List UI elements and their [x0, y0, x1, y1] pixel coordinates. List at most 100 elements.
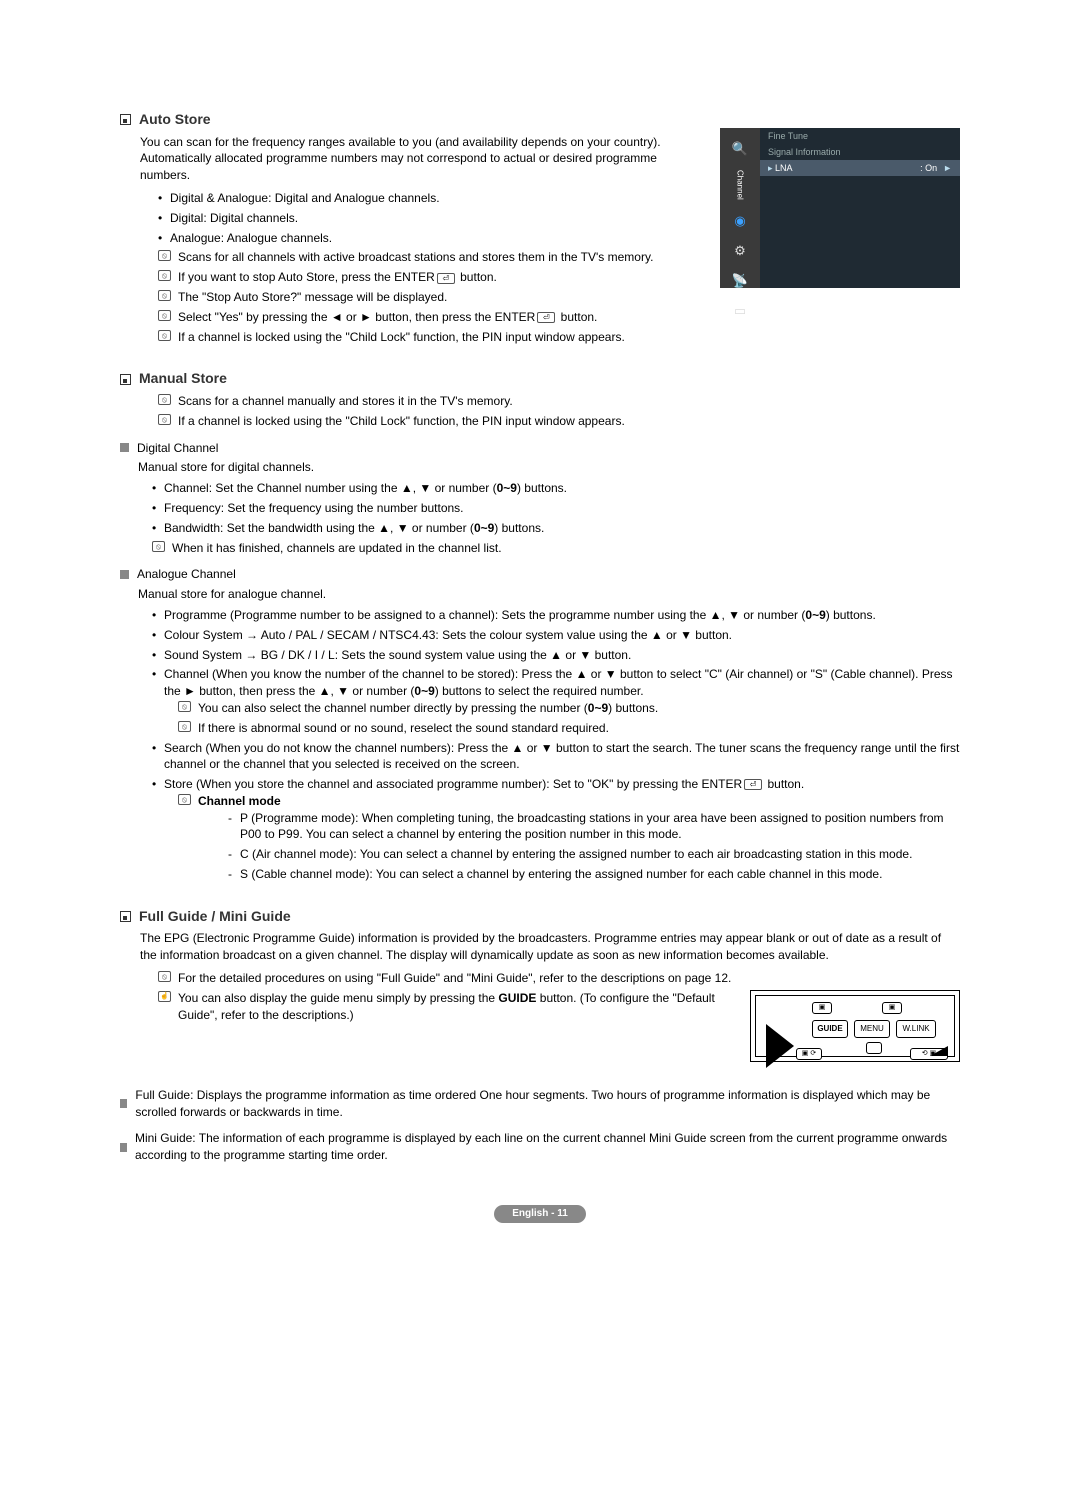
bullet-list: Programme (Programme number to be assign… — [152, 607, 960, 883]
note-item: ⦸Select "Yes" by pressing the ◄ or ► but… — [158, 309, 960, 326]
note-icon: ⦸ — [158, 394, 171, 405]
title-text: Manual Store — [139, 369, 227, 389]
note-list: ⦸For the detailed procedures on using "F… — [158, 970, 960, 1062]
subhead-text: Digital Channel — [137, 440, 218, 457]
wedge-icon — [766, 1024, 794, 1068]
square-bullet-icon — [120, 443, 129, 452]
enter-icon: ⏎ — [437, 273, 455, 284]
note-item: ⦸Scans for a channel manually and stores… — [158, 393, 960, 410]
checkbox-icon — [120, 911, 131, 922]
remote-small-button: ▣ — [882, 1002, 902, 1014]
list-item: Colour System → Auto / PAL / SECAM / NTS… — [152, 627, 960, 644]
title-text: Auto Store — [139, 110, 211, 130]
note-item: ⦸Channel mode P (Programme mode): When c… — [178, 793, 960, 883]
hand-icon: ☝ — [158, 991, 171, 1002]
subhead-mini-guide: Mini Guide: The information of each prog… — [120, 1130, 960, 1164]
note-icon: ⦸ — [158, 250, 171, 261]
osd-main: Fine Tune Signal Information ▸ LNA : On► — [760, 128, 960, 288]
osd-sel-label: ▸ LNA — [768, 160, 793, 176]
list-item: Bandwidth: Set the bandwidth using the ▲… — [152, 520, 960, 537]
list-item: Digital & Analogue: Digital and Analogue… — [158, 190, 700, 207]
intro-text: You can scan for the frequency ranges av… — [140, 134, 700, 184]
osd-screenshot: 🔍 Channel ◉ ⚙ 📡 ▭ Fine Tune Signal Infor… — [720, 128, 960, 288]
remote-small-button: ▣ ⟳ — [796, 1048, 822, 1060]
note-list: ⦸Select "Yes" by pressing the ◄ or ► but… — [158, 309, 960, 346]
bullet-list: Channel: Set the Channel number using th… — [152, 480, 960, 536]
page-footer: English - 11 — [120, 1204, 960, 1223]
square-bullet-icon — [120, 1143, 127, 1152]
list-item: Channel: Set the Channel number using th… — [152, 480, 960, 497]
remote-small-button — [866, 1042, 882, 1054]
note-icon: ⦸ — [158, 971, 171, 982]
checkbox-icon — [120, 114, 131, 125]
wedge-icon — [930, 1046, 948, 1056]
page-number: English - 11 — [494, 1205, 586, 1223]
sub-desc: Manual store for digital channels. — [138, 459, 960, 476]
note-item: ⦸The "Stop Auto Store?" message will be … — [158, 289, 700, 306]
note-item: ⦸If a channel is locked using the "Child… — [158, 329, 960, 346]
list-item: Search (When you do not know the channel… — [152, 740, 960, 774]
list-item: Store (When you store the channel and as… — [152, 776, 960, 883]
list-item: Programme (Programme number to be assign… — [152, 607, 960, 624]
enter-icon: ⏎ — [744, 779, 762, 790]
bullet-list: Digital & Analogue: Digital and Analogue… — [158, 190, 700, 246]
list-item: Analogue: Analogue channels. — [158, 230, 700, 247]
note-item: ⦸For the detailed procedures on using "F… — [158, 970, 960, 987]
note-icon: ⦸ — [158, 330, 171, 341]
sub-desc: Manual store for analogue channel. — [138, 586, 960, 603]
gear-icon: ⚙ — [731, 242, 749, 260]
magnifier-icon: 🔍 — [731, 140, 749, 158]
note-item: ⦸If there is abnormal sound or no sound,… — [178, 720, 960, 737]
remote-wlink-button: W.LINK — [896, 1020, 936, 1038]
subhead-digital: Digital Channel — [120, 440, 960, 457]
note-item: ⦸When it has finished, channels are upda… — [152, 540, 960, 557]
osd-sel-value: : On► — [920, 160, 952, 176]
note-icon: ⦸ — [158, 310, 171, 321]
note-list: ⦸Scans for a channel manually and stores… — [158, 393, 960, 430]
note-list: ⦸When it has finished, channels are upda… — [152, 540, 960, 557]
title-text: Full Guide / Mini Guide — [139, 907, 291, 927]
osd-row: Signal Information — [760, 144, 960, 160]
osd-sidebar: 🔍 Channel ◉ ⚙ 📡 ▭ — [720, 128, 760, 288]
list-item: S (Cable channel mode): You can select a… — [228, 866, 960, 883]
osd-row: Fine Tune — [760, 128, 960, 144]
list-item: Frequency: Set the frequency using the n… — [152, 500, 960, 517]
remote-menu-button: MENU — [854, 1020, 890, 1038]
osd-sidebar-label: Channel — [734, 170, 745, 200]
note-icon: ⦸ — [178, 701, 191, 712]
subhead-analogue: Analogue Channel — [120, 566, 960, 583]
note-icon: ⦸ — [178, 721, 191, 732]
note-item: ⦸Scans for all channels with active broa… — [158, 249, 700, 266]
remote-guide-button: GUIDE — [812, 1020, 848, 1038]
note-item: ⦸If you want to stop Auto Store, press t… — [158, 269, 700, 286]
list-item: Sound System → BG / DK / I / L: Sets the… — [152, 647, 960, 664]
section-manual-store: Manual Store ⦸Scans for a channel manual… — [120, 369, 960, 883]
section-guide: Full Guide / Mini Guide The EPG (Electro… — [120, 907, 960, 1164]
subhead-text: Full Guide: Displays the programme infor… — [135, 1087, 960, 1121]
list-item: C (Air channel mode): You can select a c… — [228, 846, 960, 863]
osd-row-selected: ▸ LNA : On► — [760, 160, 960, 176]
square-bullet-icon — [120, 570, 129, 579]
list-item: P (Programme mode): When completing tuni… — [228, 810, 960, 844]
circle-icon: ◉ — [731, 212, 749, 230]
note-item: ☝ ▣ ▣ GUIDE MENU W.LINK ▣ ⟳ ⟲ ▣ — [158, 990, 960, 1062]
section-title: Full Guide / Mini Guide — [120, 907, 960, 927]
note-item: ⦸If a channel is locked using the "Child… — [158, 413, 960, 430]
section-title: Auto Store — [120, 110, 960, 130]
note-item: ⦸You can also select the channel number … — [178, 700, 960, 717]
note-icon: ⦸ — [158, 270, 171, 281]
list-item: Channel (When you know the number of the… — [152, 666, 960, 736]
enter-icon: ⏎ — [537, 312, 555, 323]
note-icon: ⦸ — [158, 290, 171, 301]
subhead-full-guide: Full Guide: Displays the programme infor… — [120, 1087, 960, 1121]
note-icon: ⦸ — [158, 414, 171, 425]
list-item: Digital: Digital channels. — [158, 210, 700, 227]
antenna-icon: 📡 — [731, 272, 749, 290]
remote-illustration: ▣ ▣ GUIDE MENU W.LINK ▣ ⟳ ⟲ ▣ — [750, 990, 960, 1062]
remote-small-button: ▣ — [812, 1002, 832, 1014]
note-list: ⦸Scans for all channels with active broa… — [158, 249, 700, 305]
note-icon: ⦸ — [152, 541, 165, 552]
section-title: Manual Store — [120, 369, 960, 389]
note-icon: ⦸ — [178, 794, 191, 805]
subhead-text: Analogue Channel — [137, 566, 236, 583]
